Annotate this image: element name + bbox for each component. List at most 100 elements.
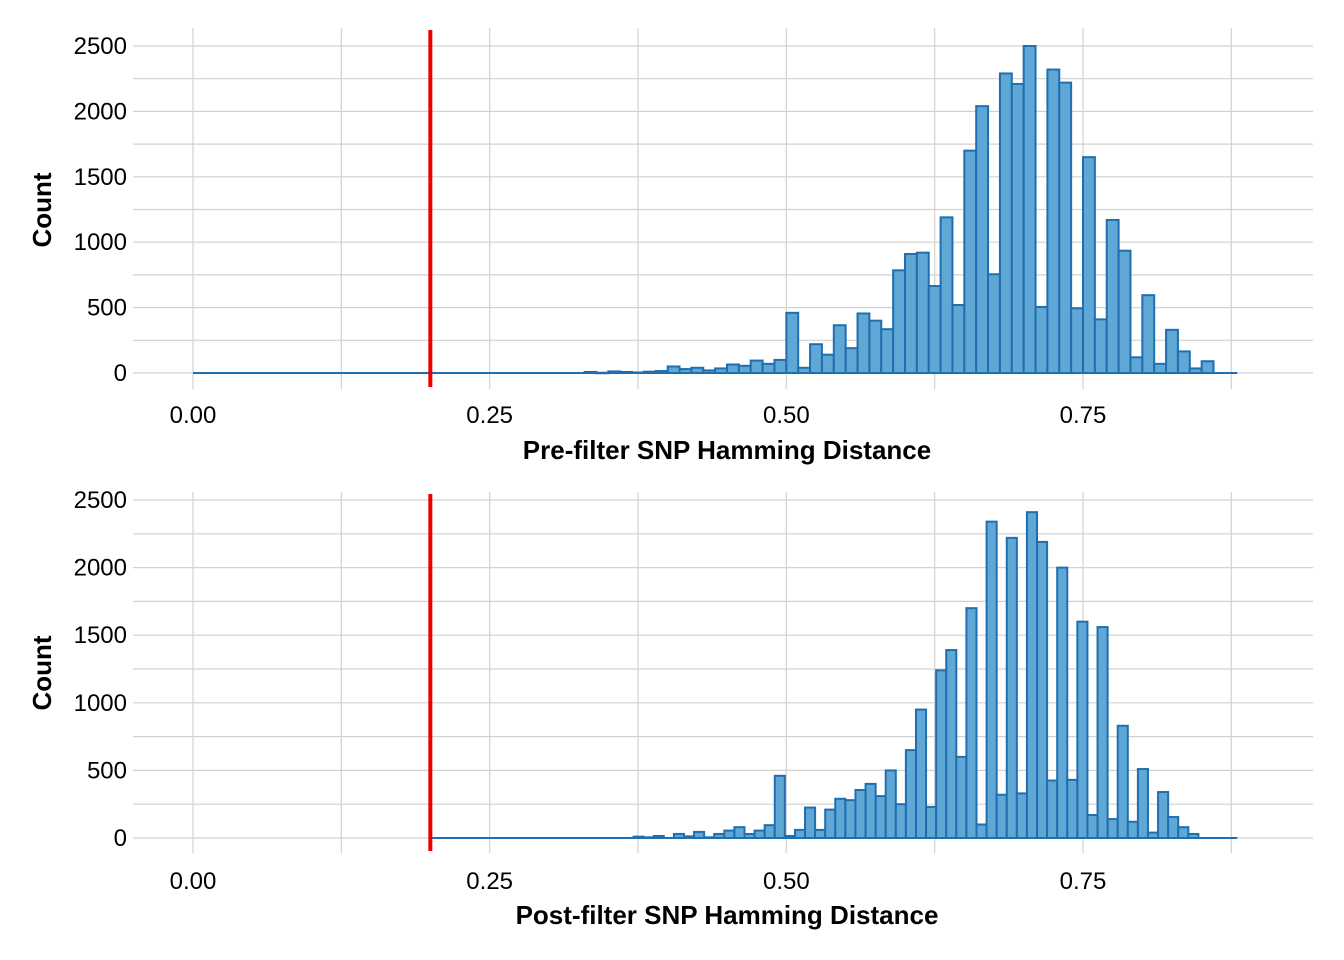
histogram-bar <box>915 251 930 374</box>
x-tick-label: 0.25 <box>466 868 513 895</box>
histogram-bar <box>935 669 948 839</box>
histogram-bar <box>1046 68 1061 374</box>
histogram-bar <box>820 353 835 374</box>
y-tick-label: 2500 <box>74 33 127 60</box>
bottom-bars <box>632 511 1200 840</box>
histogram-bar <box>1157 791 1170 839</box>
histogram-bar <box>925 805 938 839</box>
histogram-bar <box>1153 362 1168 374</box>
histogram-bar <box>939 216 954 374</box>
histogram-bar <box>987 273 1001 374</box>
histogram-bar <box>682 835 696 840</box>
histogram-bar <box>1056 566 1069 839</box>
y-tick-label: 2000 <box>74 98 127 125</box>
histogram-bar <box>995 793 1008 840</box>
histogram-bar <box>1015 792 1028 839</box>
histogram-bar <box>1096 626 1109 840</box>
histogram-bar <box>892 269 907 374</box>
top-grid <box>133 28 1313 389</box>
histogram-bar <box>975 105 990 374</box>
histogram-bar <box>690 366 705 375</box>
histogram-bar <box>914 708 928 839</box>
histogram-bar <box>1105 218 1120 374</box>
histogram-bar <box>1082 156 1096 374</box>
histogram-bar <box>844 799 857 839</box>
histogram-bar <box>607 370 622 374</box>
histogram-bar <box>773 774 786 839</box>
histogram-bar <box>1058 81 1073 375</box>
histogram-bar <box>793 828 807 839</box>
y-tick-label: 1000 <box>74 229 127 256</box>
histogram-bar <box>693 830 706 840</box>
histogram-bar <box>1036 540 1049 839</box>
histogram-bar <box>894 803 907 840</box>
y-tick-label: 500 <box>87 757 127 784</box>
histogram-bar <box>1106 818 1119 840</box>
histogram-bar <box>785 311 800 374</box>
histogram-bar <box>1167 816 1180 840</box>
y-tick-label: 0 <box>114 825 127 852</box>
histogram-bar <box>963 149 978 374</box>
histogram-bar <box>1116 724 1129 839</box>
bottom-x-tick-labels: 0.00 0.25 0.50 0.75 <box>170 868 1107 895</box>
histogram-bar <box>1076 620 1089 839</box>
histogram-bar <box>631 371 645 375</box>
histogram-bar <box>985 520 998 840</box>
histogram-bar <box>749 359 764 375</box>
histogram-bar <box>1165 328 1179 374</box>
histogram-bar <box>1066 778 1079 840</box>
histogram-bar <box>884 769 897 840</box>
histogram-bar <box>814 828 827 839</box>
bottom-y-tick-labels: 0 500 1000 1500 2000 2500 <box>74 487 127 852</box>
histogram-bar <box>1129 356 1144 374</box>
histogram-bar <box>678 368 693 374</box>
top-histogram-panel: 0 500 1000 1500 2000 2500 0.00 0.25 0.50 0.75 Pr… <box>27 28 1313 465</box>
histogram-bar <box>844 347 859 375</box>
histogram-bar <box>619 370 634 375</box>
histogram-bar <box>1141 294 1156 375</box>
histogram-bar <box>726 363 740 374</box>
y-tick-label: 500 <box>87 295 127 322</box>
histogram-bar <box>868 319 883 374</box>
histogram-bar <box>854 789 867 840</box>
x-tick-label: 0.75 <box>1060 868 1107 895</box>
histogram-bar <box>783 834 796 839</box>
y-tick-label: 0 <box>114 360 127 387</box>
histogram-bar <box>642 370 657 374</box>
y-tick-label: 2500 <box>74 487 127 514</box>
histogram-bar <box>1188 367 1203 374</box>
top-y-axis-title: Count <box>27 172 57 247</box>
histogram-bar <box>713 832 726 839</box>
histogram-bar <box>1136 768 1149 839</box>
histogram-bar <box>834 797 847 839</box>
histogram-bar <box>1005 536 1018 840</box>
histogram-bar <box>773 358 788 375</box>
histogram-bar <box>804 806 817 840</box>
top-y-tick-labels: 0 500 1000 1500 2000 2500 <box>74 33 127 387</box>
histogram-bar <box>1034 305 1049 375</box>
histogram-bar <box>666 365 681 374</box>
histogram-bar <box>743 832 756 839</box>
histogram-bar <box>642 836 655 839</box>
y-tick-label: 1500 <box>74 622 127 649</box>
bottom-x-axis-title: Post-filter SNP Hamming Distance <box>516 900 939 930</box>
histogram-bar <box>824 808 837 839</box>
histogram-bar <box>672 832 685 839</box>
x-tick-label: 0.00 <box>170 402 217 429</box>
histogram-bar <box>1070 307 1084 374</box>
histogram-bar <box>632 835 645 840</box>
histogram-bar <box>975 823 988 839</box>
histogram-bar <box>733 826 746 840</box>
histogram-bar <box>652 834 665 839</box>
histogram-bar <box>714 367 729 374</box>
histogram-bar <box>904 252 918 374</box>
histogram-bar <box>998 72 1013 375</box>
histogram-bar <box>702 369 717 375</box>
histogram-bar <box>1046 779 1059 839</box>
histogram-bar <box>583 370 598 375</box>
x-tick-label: 0.75 <box>1060 402 1107 429</box>
histogram-bar <box>951 303 966 375</box>
bottom-y-axis-title: Count <box>27 635 57 710</box>
histogram-bar <box>1025 511 1039 840</box>
